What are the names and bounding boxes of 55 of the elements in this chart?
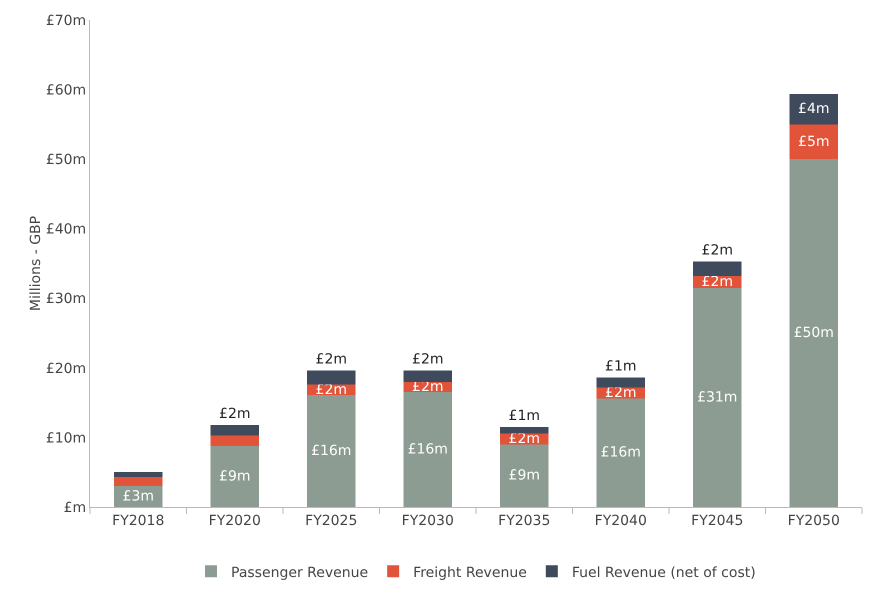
data-label: £16m: [600, 444, 641, 461]
data-label: £2m: [412, 352, 444, 368]
data-label: £2m: [219, 406, 250, 422]
bar: [693, 288, 742, 507]
bar: [114, 472, 162, 478]
x-tick-label: FY2050: [788, 512, 840, 529]
x-tick-label: FY2035: [498, 512, 550, 529]
y-tick-label: £30m: [46, 291, 86, 308]
data-label: £31m: [697, 389, 738, 406]
data-label: £16m: [311, 442, 352, 459]
bar: [790, 124, 838, 160]
x-tick-label: FY2045: [691, 512, 744, 529]
data-label: £9m: [219, 468, 250, 484]
legend-label: Passenger Revenue: [231, 564, 368, 581]
y-tick-label: £m: [64, 500, 86, 516]
bar: [596, 398, 645, 507]
data-label: £1m: [605, 358, 636, 375]
data-label: £9m: [508, 468, 540, 484]
legend-label: Freight Revenue: [413, 564, 527, 581]
bar: [500, 426, 548, 434]
y-tick-label: £10m: [46, 430, 86, 446]
bar: [596, 378, 645, 388]
y-tick-label: £40m: [46, 222, 86, 238]
y-tick-label: £60m: [46, 82, 86, 98]
legend-label: Fuel Revenue (net of cost): [572, 564, 756, 581]
bar: [210, 424, 259, 436]
x-tick-label: FY2030: [402, 512, 454, 529]
bar: [790, 94, 838, 124]
y-tick-label: £20m: [46, 360, 86, 377]
bar: [693, 261, 742, 276]
bar: [210, 435, 259, 446]
data-label: £16m: [408, 442, 448, 458]
bar: [307, 370, 356, 385]
bar: [307, 394, 356, 507]
data-label: £5m: [798, 134, 830, 150]
x-tick-label: FY2025: [305, 512, 358, 529]
data-label: £2m: [316, 352, 347, 368]
x-tick-label: FY2040: [594, 512, 647, 529]
y-tick-label: £70m: [46, 12, 86, 29]
y-axis-title: Millions - GBP: [28, 216, 44, 312]
bar: [500, 444, 548, 507]
y-tick-label: £50m: [46, 152, 86, 168]
data-label: £3m: [122, 488, 154, 505]
bar: [114, 477, 162, 486]
x-tick-label: FY2018: [112, 512, 164, 529]
bar: [404, 392, 452, 507]
bar: [404, 370, 452, 382]
bar: [790, 159, 838, 507]
data-label: £1m: [508, 408, 540, 424]
data-label: £2m: [702, 274, 733, 290]
data-label: £4m: [798, 101, 830, 118]
x-tick-label: FY2020: [208, 512, 261, 529]
data-label: £2m: [702, 242, 733, 258]
data-label: £50m: [794, 325, 834, 342]
bar: [210, 446, 259, 507]
